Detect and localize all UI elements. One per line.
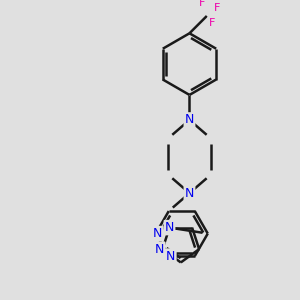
- Text: N: N: [153, 227, 162, 240]
- Text: F: F: [208, 18, 215, 28]
- Text: N: N: [185, 187, 194, 200]
- Text: F: F: [199, 0, 205, 8]
- Text: N: N: [155, 243, 164, 256]
- Text: N: N: [166, 250, 175, 262]
- Text: N: N: [185, 113, 194, 127]
- Text: F: F: [214, 3, 220, 13]
- Text: N: N: [165, 221, 174, 234]
